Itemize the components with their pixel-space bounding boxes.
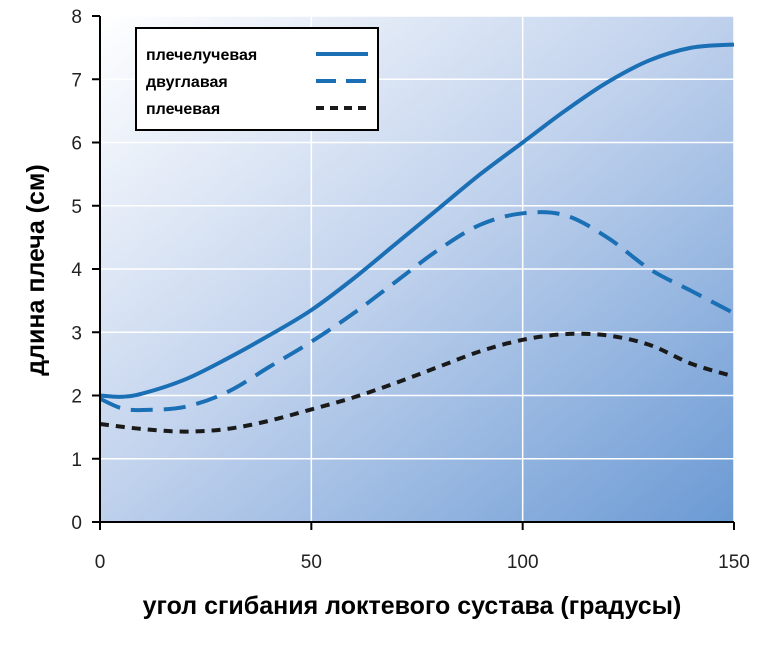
y-tick-label: 8	[71, 7, 82, 28]
legend-box	[135, 27, 379, 131]
ticks: 0 1 2 3 4 5 6 7 8 0 50 100 150	[71, 7, 749, 573]
x-tick-label: 0	[95, 552, 106, 573]
legend-label-3: плечевая	[146, 101, 220, 118]
y-tick-label: 2	[71, 387, 82, 408]
y-tick-label: 4	[71, 260, 82, 281]
y-tick-label: 3	[71, 323, 82, 344]
series-line-1	[99, 42, 735, 399]
series-line-3	[99, 331, 735, 434]
legend: плечелучевая двуглавая плечевая	[135, 27, 379, 131]
y-tick-label: 7	[71, 70, 82, 91]
x-tick-label: 50	[301, 552, 322, 573]
legend-label-1: плечелучевая	[146, 47, 257, 64]
x-axis-title: угол сгибания локтевого сустава (градусы…	[143, 592, 682, 620]
y-tick-label: 6	[71, 134, 82, 155]
series-group	[99, 42, 735, 434]
x-tick-label: 150	[718, 552, 750, 573]
series-line-2	[99, 210, 735, 413]
legend-label-2: двуглавая	[146, 74, 228, 91]
y-tick-label: 5	[71, 197, 82, 218]
y-tick-label: 1	[71, 450, 82, 471]
y-axis-title: длина плеча (см)	[22, 164, 50, 375]
y-tick-label: 0	[71, 513, 82, 534]
x-tick-label: 100	[507, 552, 539, 573]
